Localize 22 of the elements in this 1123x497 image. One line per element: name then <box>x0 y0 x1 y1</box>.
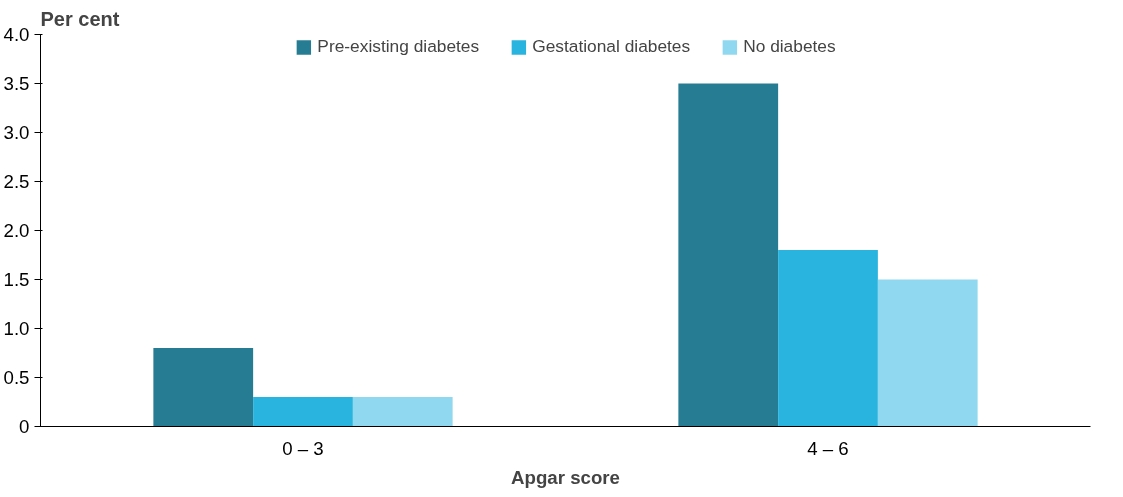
y-axis-title: Per cent <box>40 7 120 30</box>
y-tick-label: 0.5 <box>3 367 30 388</box>
x-axis-title: Apgar score <box>511 466 620 488</box>
bar <box>778 250 878 427</box>
bar <box>877 279 978 427</box>
x-tick-label: 0 – 3 <box>282 437 324 459</box>
legend-label: No diabetes <box>743 36 836 57</box>
y-tick-label: 4.0 <box>3 24 30 45</box>
y-tick-label: 1.0 <box>3 318 30 339</box>
y-tick-label: 3.0 <box>3 122 30 143</box>
bar <box>153 348 254 427</box>
y-tick-label: 1.5 <box>3 269 30 290</box>
y-tick-label: 3.5 <box>3 73 30 94</box>
legend-label: Gestational diabetes <box>532 36 691 57</box>
legend-label: Pre-existing diabetes <box>317 36 480 57</box>
y-tick-label: 2.5 <box>3 171 30 192</box>
bar <box>678 83 779 427</box>
x-tick-label: 4 – 6 <box>807 437 849 459</box>
bar <box>253 397 353 427</box>
bar <box>352 397 453 427</box>
y-tick-label: 0 <box>19 416 30 437</box>
y-tick-label: 2.0 <box>3 220 30 241</box>
